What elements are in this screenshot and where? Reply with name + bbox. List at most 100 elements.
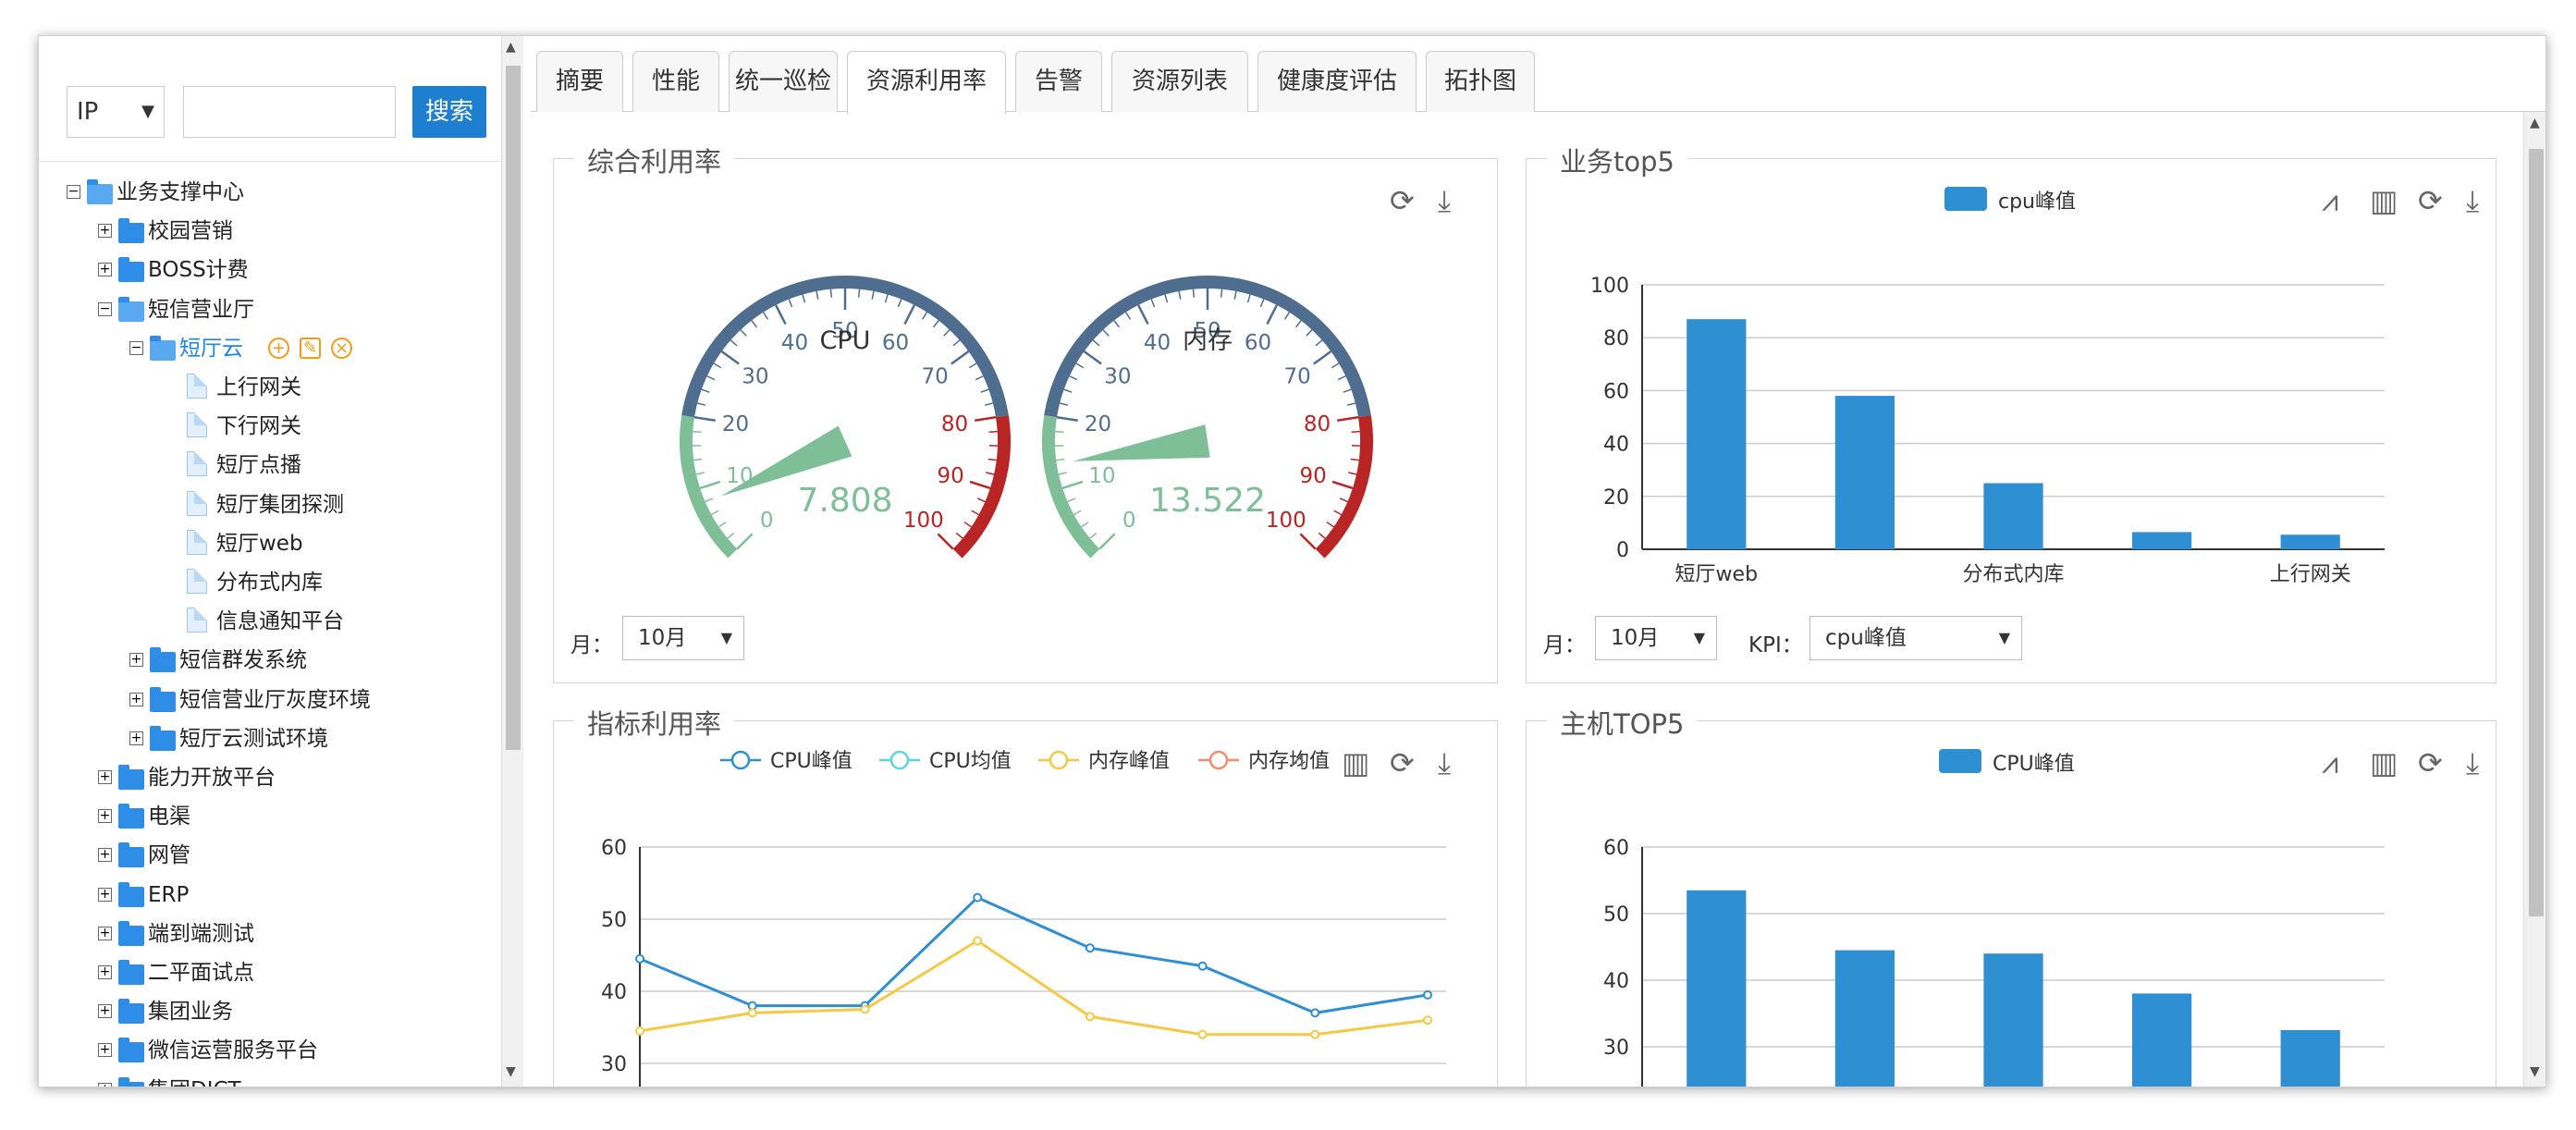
- tab-7[interactable]: 拓扑图: [1426, 51, 1535, 112]
- tree-node[interactable]: + 集团DICT: [39, 1073, 501, 1087]
- expand-icon[interactable]: +: [129, 652, 143, 668]
- tree-node[interactable]: − 短信营业厅: [39, 292, 501, 327]
- tab-4[interactable]: 告警: [1015, 51, 1102, 112]
- search-type-select[interactable]: IP ▼: [67, 86, 165, 138]
- expand-icon[interactable]: +: [98, 1042, 112, 1058]
- tree-node[interactable]: 信息通知平台: [39, 604, 501, 639]
- scroll-up-icon[interactable]: ▲: [506, 40, 516, 55]
- tree-node[interactable]: + ERP: [39, 878, 501, 913]
- expand-icon[interactable]: +: [98, 964, 112, 979]
- tree-node[interactable]: − 短厅云 + ✎ ×: [39, 331, 501, 366]
- tree-node-label[interactable]: 能力开放平台: [148, 766, 276, 790]
- expand-icon[interactable]: +: [98, 1082, 112, 1087]
- scroll-up-icon[interactable]: ▲: [2530, 116, 2540, 130]
- tree-node-label[interactable]: 业务支撑中心: [117, 180, 244, 204]
- tab-6[interactable]: 健康度评估: [1257, 51, 1417, 112]
- tree-node-label[interactable]: ERP: [148, 882, 190, 907]
- tree-node[interactable]: + 电渠: [39, 799, 501, 834]
- left-scrollbar-thumb[interactable]: [506, 66, 521, 750]
- tree-node[interactable]: + 端到端测试: [39, 916, 501, 952]
- expand-icon[interactable]: +: [98, 262, 112, 277]
- tree-node-label[interactable]: 上行网关: [216, 375, 301, 399]
- tree-node[interactable]: + 集团业务: [39, 994, 501, 1029]
- scroll-down-icon[interactable]: ▼: [2530, 1064, 2540, 1079]
- collapse-icon[interactable]: −: [98, 301, 112, 316]
- tree-node-label[interactable]: 分布式内库: [216, 571, 323, 595]
- tree-node-label[interactable]: 短信营业厅: [148, 297, 254, 322]
- download-icon[interactable]: ⤓: [1438, 745, 1452, 780]
- add-icon[interactable]: +: [268, 337, 289, 359]
- search-button[interactable]: 搜索: [412, 86, 486, 138]
- tree-node[interactable]: + 校园营销: [39, 214, 501, 249]
- main-scrollbar[interactable]: ▲ ▼: [2523, 112, 2545, 1087]
- tree-node-label[interactable]: 短厅云: [179, 336, 243, 361]
- legend-label[interactable]: cpu峰值: [1998, 190, 2077, 214]
- tree-node-label[interactable]: 短厅web: [216, 531, 303, 556]
- legend-label[interactable]: CPU峰值: [1993, 753, 2075, 776]
- line-chart-icon[interactable]: ⩘: [2322, 183, 2339, 218]
- tab-0[interactable]: 摘要: [536, 51, 623, 112]
- tree-node-label[interactable]: 短厅集团探测: [216, 492, 344, 517]
- tree-node[interactable]: 下行网关: [39, 409, 501, 444]
- expand-icon[interactable]: +: [98, 847, 112, 863]
- expand-icon[interactable]: +: [98, 1003, 112, 1019]
- line-chart-icon[interactable]: ⩘: [1290, 745, 1304, 773]
- tree-node-label[interactable]: 集团DICT: [148, 1073, 241, 1087]
- download-icon[interactable]: ⤓: [2466, 183, 2480, 218]
- kpi-select[interactable]: cpu峰值 ▼: [1809, 616, 2022, 660]
- collapse-icon[interactable]: −: [129, 339, 143, 355]
- month-select[interactable]: 10月 ▼: [622, 616, 744, 660]
- tree-node-label[interactable]: 短厅点播: [216, 453, 301, 478]
- tree-node[interactable]: + 短信群发系统: [39, 643, 501, 678]
- tree-node-label[interactable]: 信息通知平台: [216, 609, 344, 634]
- tree-node-label[interactable]: 微信运营服务平台: [148, 1038, 318, 1063]
- tree-node[interactable]: 分布式内库: [39, 565, 501, 600]
- tree-node[interactable]: 短厅web: [39, 526, 501, 561]
- tree-node[interactable]: + 二平面试点: [39, 955, 501, 990]
- tab-2[interactable]: 统一巡检: [729, 51, 838, 112]
- tree-node[interactable]: + 网管: [39, 838, 501, 873]
- expand-icon[interactable]: +: [98, 769, 112, 784]
- tree-node-label[interactable]: 集团业务: [148, 1000, 233, 1025]
- expand-icon[interactable]: +: [98, 808, 112, 824]
- tree-node-label[interactable]: 下行网关: [216, 414, 301, 439]
- tab-3[interactable]: 资源利用率: [847, 51, 1006, 114]
- tree-node-label[interactable]: 端到端测试: [148, 921, 254, 946]
- line-chart-icon[interactable]: ⩘: [2322, 745, 2339, 780]
- tree-node[interactable]: + 微信运营服务平台: [39, 1033, 501, 1068]
- expand-icon[interactable]: +: [98, 886, 112, 902]
- bar-chart-icon[interactable]: ▥: [2370, 183, 2398, 218]
- tree-node[interactable]: 上行网关: [39, 370, 501, 405]
- expand-icon[interactable]: +: [98, 223, 112, 239]
- tab-5[interactable]: 资源列表: [1111, 51, 1248, 112]
- bar-chart-icon[interactable]: ▥: [2370, 745, 2398, 780]
- tab-1[interactable]: 性能: [632, 51, 719, 112]
- tree-node-label[interactable]: 校园营销: [148, 219, 233, 244]
- expand-icon[interactable]: +: [129, 691, 143, 706]
- edit-icon[interactable]: ✎: [300, 337, 321, 359]
- month-select[interactable]: 10月 ▼: [1595, 616, 1717, 660]
- download-icon[interactable]: ⤓: [1438, 183, 1452, 218]
- main-scrollbar-thumb[interactable]: [2529, 149, 2544, 916]
- tree-node-label[interactable]: BOSS计费: [148, 258, 249, 283]
- bar-chart-icon[interactable]: ▥: [1342, 745, 1370, 780]
- legend-swatch[interactable]: [1939, 749, 1981, 773]
- tree-node-label[interactable]: 短厅云测试环境: [179, 726, 328, 751]
- refresh-icon[interactable]: ⟳: [1390, 183, 1415, 218]
- refresh-icon[interactable]: ⟳: [2418, 745, 2443, 780]
- download-icon[interactable]: ⤓: [2466, 745, 2480, 780]
- search-input[interactable]: [183, 86, 396, 138]
- refresh-icon[interactable]: ⟳: [1390, 745, 1415, 780]
- tree-node[interactable]: + 短信营业厅灰度环境: [39, 682, 501, 718]
- tree-root[interactable]: − 业务支撑中心: [39, 175, 501, 210]
- expand-icon[interactable]: +: [98, 925, 112, 940]
- tree-node[interactable]: 短厅点播: [39, 448, 501, 483]
- tree-node[interactable]: + 能力开放平台: [39, 760, 501, 795]
- tree-node-label[interactable]: 短信营业厅灰度环境: [179, 687, 371, 712]
- refresh-icon[interactable]: ⟳: [2418, 183, 2443, 218]
- delete-icon[interactable]: ×: [331, 337, 352, 359]
- tree-node-label[interactable]: 短信群发系统: [179, 648, 307, 673]
- legend-swatch[interactable]: [1944, 187, 1987, 211]
- tree-node[interactable]: + BOSS计费: [39, 252, 501, 288]
- left-scrollbar[interactable]: ▲ ▼: [501, 36, 523, 1087]
